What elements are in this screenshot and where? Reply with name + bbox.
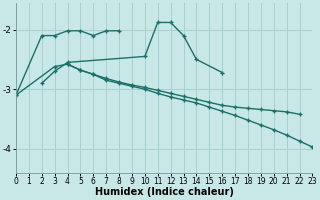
X-axis label: Humidex (Indice chaleur): Humidex (Indice chaleur) (95, 187, 234, 197)
